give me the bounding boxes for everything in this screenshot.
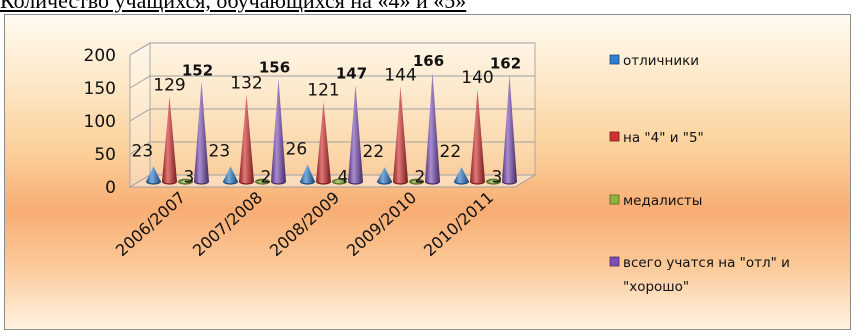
legend: отличники на "4" и "5" медалисты всего учат… <box>609 53 790 295</box>
x-axis: 2006/2007 2007/2008 2008/2009 2009/2010 2010… <box>112 188 497 260</box>
cone-body <box>393 86 408 184</box>
legend-swatch <box>609 194 620 205</box>
x-tick-label: 2008/2009 <box>266 188 343 260</box>
cone-body <box>239 94 254 184</box>
data-label-отличники-2007-2008: 23 <box>209 141 231 161</box>
cone-всего-учатся-на-отл-и-хорошо-2006-2007 <box>194 81 209 185</box>
gridline <box>129 108 535 122</box>
cone-body <box>425 72 440 184</box>
cone-body <box>146 166 161 184</box>
cone-медалисты-2008-2009 <box>332 178 347 185</box>
chart-series <box>146 72 517 185</box>
data-label-на-4-и-5-2006-2007: 129 <box>153 75 185 95</box>
cone-body <box>255 180 270 184</box>
data-label-всего-учатся-на-отл-и-хорошо-2010-2011: 162 <box>490 55 521 73</box>
data-label-на-4-и-5-2008-2009: 121 <box>307 81 339 101</box>
cone-body <box>178 179 193 184</box>
legend-label: на "4" и "5" <box>623 130 704 146</box>
x-tick-label: 2009/2010 <box>343 188 420 260</box>
x-tick-label: 2006/2007 <box>112 188 189 260</box>
data-label-всего-учатся-на-отл-и-хорошо-2009-2010: 166 <box>413 52 444 70</box>
data-label-всего-учатся-на-отл-и-хорошо-2006-2007: 152 <box>182 61 213 79</box>
data-label-всего-учатся-на-отл-и-хорошо-2008-2009: 147 <box>336 65 367 83</box>
data-label-отличники-2006-2007: 23 <box>132 141 154 161</box>
data-label-всего-учатся-на-отл-и-хорошо-2007-2008: 156 <box>259 59 290 77</box>
y-tick-label: 200 <box>84 46 116 66</box>
data-label-на-4-и-5-2009-2010: 144 <box>384 66 416 86</box>
legend-item-всего-учатся-на-отл-и-хорошо: всего учатся на "отл" и "хорошо" <box>609 255 790 295</box>
cone-body <box>332 178 347 184</box>
cone-всего-учатся-на-отл-и-хорошо-2007-2008 <box>271 78 286 185</box>
data-label-медалисты-2008-2009: 4 <box>338 168 349 188</box>
cone-на-4-и-5-2010-2011 <box>470 89 485 185</box>
legend-swatch <box>609 256 620 267</box>
cone-медалисты-2006-2007 <box>178 178 193 185</box>
cone-body <box>454 167 469 184</box>
cone-body <box>316 101 331 184</box>
cone-body <box>271 78 286 184</box>
legend-item-медалисты: медалисты <box>609 193 702 209</box>
data-label-отличники-2009-2010: 22 <box>363 142 385 162</box>
cone-медалисты-2007-2008 <box>255 178 270 185</box>
legend-item-на-4-и-5: на "4" и "5" <box>609 130 704 146</box>
legend-item-отличники: отличники <box>609 53 699 69</box>
gridline <box>129 141 535 155</box>
cone-на-4-и-5-2006-2007 <box>162 96 177 185</box>
cone-body <box>194 81 209 184</box>
legend-label: всего учатся на "отл" и "хорошо" <box>623 255 790 295</box>
data-label-на-4-и-5-2010-2011: 140 <box>461 68 493 88</box>
cone-на-4-и-5-2007-2008 <box>239 94 254 185</box>
cone-медалисты-2010-2011 <box>486 178 501 185</box>
chart-frame: 0 50 100 150 200 23 129 3 152 23 132 2 156 26 121 4 147… <box>4 14 851 330</box>
y-tick-label: 150 <box>84 79 116 99</box>
y-tick-label: 50 <box>94 145 116 165</box>
data-label-медалисты-2007-2008: 2 <box>261 168 272 188</box>
cone-body <box>377 167 392 184</box>
data-label-медалисты-2006-2007: 3 <box>184 168 195 188</box>
legend-swatch <box>609 131 620 142</box>
cone-отличники-2008-2009 <box>300 164 315 185</box>
y-tick-label: 0 <box>105 178 116 198</box>
legend-swatch <box>609 54 620 65</box>
cone-body <box>223 166 238 184</box>
data-label-отличники-2010-2011: 22 <box>440 142 462 162</box>
cone-всего-учатся-на-отл-и-хорошо-2010-2011 <box>502 74 517 185</box>
cone-body <box>409 180 424 184</box>
legend-label: отличники <box>623 53 699 69</box>
cone-body <box>348 84 363 184</box>
data-label-на-4-и-5-2007-2008: 132 <box>230 73 262 93</box>
y-tick-label: 100 <box>84 112 116 132</box>
chart-gridlines <box>129 42 535 155</box>
cone-отличники-2006-2007 <box>146 166 161 185</box>
cone-на-4-и-5-2009-2010 <box>393 86 408 185</box>
cone-body <box>470 89 485 184</box>
cone-body <box>502 74 517 184</box>
cone-всего-учатся-на-отл-и-хорошо-2008-2009 <box>348 84 363 185</box>
gridline <box>129 75 535 89</box>
data-label-отличники-2008-2009: 26 <box>286 139 308 159</box>
cone-отличники-2010-2011 <box>454 167 469 185</box>
cone-body <box>300 164 315 184</box>
data-labels: 23 129 3 152 23 132 2 156 26 121 4 147 22 144 2 166 22 14… <box>132 52 522 188</box>
gridline <box>129 42 535 56</box>
cone-медалисты-2009-2010 <box>409 178 424 185</box>
y-axis: 0 50 100 150 200 <box>84 46 116 198</box>
legend-label: медалисты <box>623 193 702 209</box>
data-label-медалисты-2010-2011: 3 <box>492 168 503 188</box>
data-label-медалисты-2009-2010: 2 <box>415 168 426 188</box>
cone-отличники-2007-2008 <box>223 166 238 185</box>
cone-на-4-и-5-2008-2009 <box>316 101 331 185</box>
x-tick-label: 2007/2008 <box>189 188 266 260</box>
x-tick-label: 2010/2011 <box>420 188 497 260</box>
cone-отличники-2009-2010 <box>377 167 392 185</box>
document-title: Количество учащихся, обучающихся на «4» … <box>0 0 467 13</box>
cone-body <box>162 96 177 184</box>
cone-body <box>486 179 501 184</box>
cone-всего-учатся-на-отл-и-хорошо-2009-2010 <box>425 72 440 185</box>
